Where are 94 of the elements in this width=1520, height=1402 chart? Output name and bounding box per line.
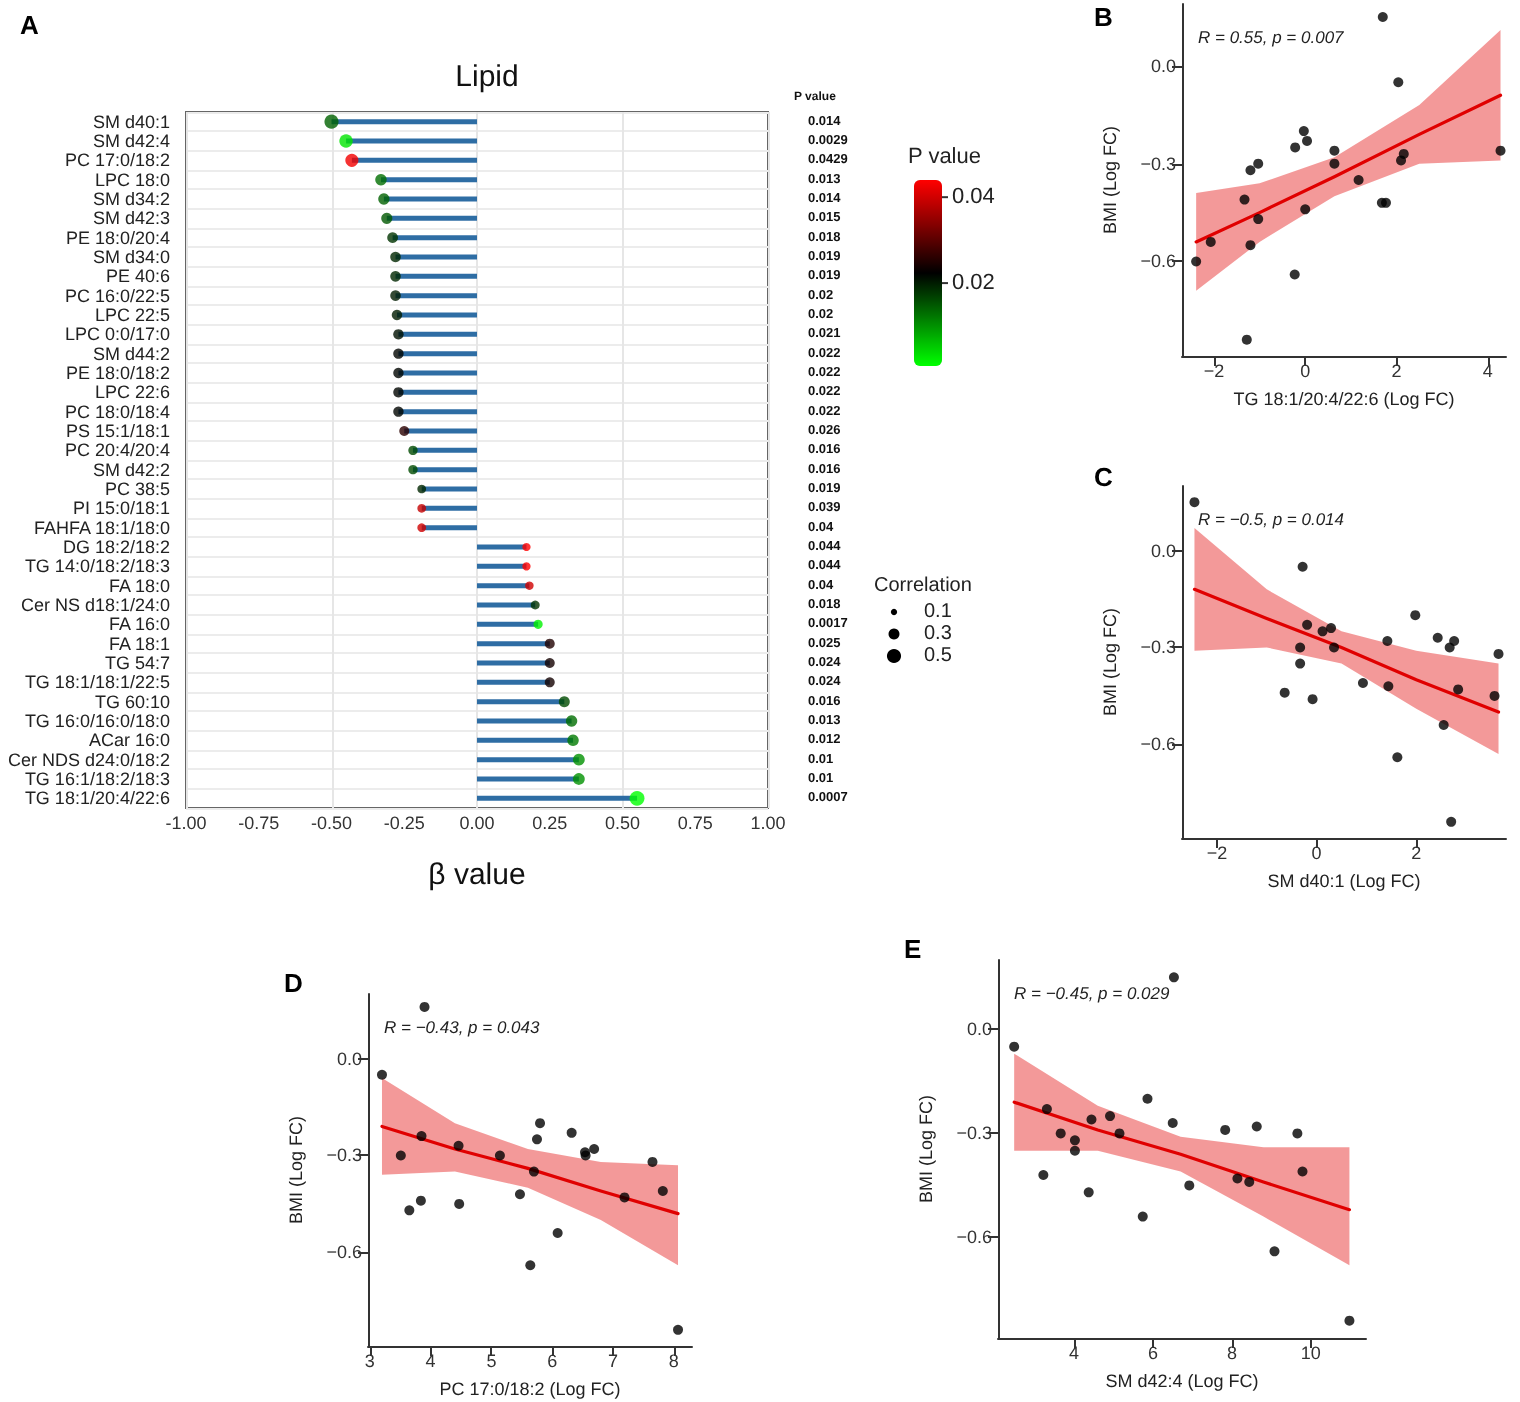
text: E bbox=[904, 934, 922, 964]
legend-title: Correlation bbox=[874, 575, 972, 597]
y-tick-label: LPC 22:6 bbox=[94, 382, 170, 403]
y-tick-label: TG 54:7 bbox=[104, 653, 170, 673]
y-axis-title: BMI (Log FC) bbox=[1099, 607, 1120, 717]
y-tick-label: PE 18:0/18:2 bbox=[65, 363, 170, 383]
y-tick-label: LPC 0:0/17:0 bbox=[64, 324, 170, 345]
x-tick-label: 0.50 bbox=[604, 813, 641, 833]
x-tick-label: -0.25 bbox=[383, 813, 425, 833]
y-tick-label: PS 15:1/18:1 bbox=[65, 421, 170, 441]
x-tick-label: 0 bbox=[1311, 843, 1322, 863]
x-tick-label: −2 bbox=[1203, 361, 1225, 381]
y-axis-title: BMI (Log FC) bbox=[285, 1115, 306, 1225]
legend-label: 0.3 bbox=[924, 623, 953, 645]
y-tick-label: TG 16:1/18:2/18:3 bbox=[24, 769, 170, 789]
y-tick-label: PE 40:6 bbox=[105, 266, 170, 287]
x-axis-title: SM d40:1 (Log FC) bbox=[1267, 870, 1421, 891]
y-tick-label: SM d34:2 bbox=[92, 189, 170, 209]
y-axis-title: BMI (Log FC) bbox=[1099, 125, 1120, 235]
y-tick-label: PC 38:5 bbox=[104, 479, 170, 499]
y-tick-label: −0.3 bbox=[1140, 637, 1176, 658]
y-tick-label: −0.6 bbox=[326, 1242, 362, 1263]
y-tick-label: TG 18:1/18:1/22:5 bbox=[24, 672, 170, 693]
y-tick-label: ACar 16:0 bbox=[88, 730, 170, 751]
annotation: R = 0.55, p = 0.007 bbox=[1198, 27, 1345, 47]
y-tick-label: SM d42:4 bbox=[92, 131, 170, 151]
y-tick-label: Cer NDS d24:0/18:2 bbox=[7, 749, 170, 770]
x-tick-label: 6 bbox=[547, 1351, 558, 1371]
legend-label: 0.5 bbox=[924, 645, 953, 667]
x-axis-title: SM d42:4 (Log FC) bbox=[1105, 1370, 1259, 1391]
chart-title: Lipid bbox=[455, 60, 519, 94]
y-tick-label: 0.0 bbox=[1150, 540, 1176, 561]
x-tick-label: 6 bbox=[1147, 1343, 1159, 1363]
x-tick-label: -0.50 bbox=[310, 813, 353, 833]
y-tick-label: −0.3 bbox=[326, 1145, 362, 1166]
y-tick-label: PC 20:4/20:4 bbox=[64, 440, 170, 461]
x-tick-label: 8 bbox=[668, 1351, 679, 1371]
x-tick-label: 0 bbox=[1300, 361, 1311, 381]
x-tick-label: −2 bbox=[1206, 843, 1228, 863]
y-tick-label: PC 18:0/18:4 bbox=[64, 401, 170, 422]
color-bar-label: 0.02 bbox=[952, 271, 995, 296]
y-tick-label: FA 16:0 bbox=[108, 614, 170, 635]
x-tick-label: 8 bbox=[1226, 1343, 1237, 1363]
color-bar-title: P value bbox=[908, 145, 981, 169]
x-axis-title: TG 18:1/20:4/22:6 (Log FC) bbox=[1233, 388, 1455, 409]
y-axis-title: BMI (Log FC) bbox=[915, 1094, 936, 1204]
y-tick-label: SM d42:3 bbox=[92, 208, 170, 229]
x-tick-label: -0.75 bbox=[238, 813, 280, 833]
x-tick-label: 4 bbox=[425, 1351, 436, 1371]
text: C bbox=[1094, 462, 1114, 492]
y-tick-label: TG 60:10 bbox=[94, 691, 170, 712]
y-tick-label: SM d42:2 bbox=[92, 459, 170, 480]
x-tick-label: 0.25 bbox=[532, 813, 568, 833]
y-tick-label: FAHFA 18:1/18:0 bbox=[33, 517, 170, 538]
y-tick-label: −0.3 bbox=[1140, 153, 1176, 174]
y-tick-label: SM d44:2 bbox=[92, 343, 170, 364]
legend-label: 0.1 bbox=[924, 601, 953, 623]
text: B bbox=[1094, 2, 1113, 32]
y-tick-label: SM d34:0 bbox=[92, 247, 170, 267]
y-tick-label: SM d40:1 bbox=[92, 111, 170, 132]
x-tick-label: -1.00 bbox=[165, 813, 207, 833]
x-axis-title: PC 17:0/18:2 (Log FC) bbox=[439, 1378, 621, 1399]
y-tick-label: PC 17:0/18:2 bbox=[64, 150, 170, 171]
y-tick-label: PE 18:0/20:4 bbox=[65, 227, 170, 248]
annotation: R = −0.5, p = 0.014 bbox=[1198, 509, 1345, 529]
y-tick-label: LPC 22:5 bbox=[94, 305, 170, 325]
x-tick-label: 4 bbox=[1069, 1343, 1080, 1363]
text: A bbox=[20, 10, 40, 40]
y-tick-label: DG 18:2/18:2 bbox=[62, 537, 170, 557]
annotation: R = −0.45, p = 0.029 bbox=[1014, 983, 1171, 1003]
y-tick-label: 0.0 bbox=[966, 1019, 992, 1040]
x-tick-label: 10 bbox=[1300, 1343, 1321, 1363]
y-tick-label: FA 18:0 bbox=[108, 575, 170, 596]
x-tick-label: 0.75 bbox=[677, 813, 713, 833]
y-tick-label: −0.6 bbox=[956, 1227, 992, 1248]
x-tick-label: 0.00 bbox=[459, 813, 495, 833]
y-tick-label: TG 14:0/18:2/18:3 bbox=[24, 556, 170, 577]
y-tick-label: TG 16:0/16:0/18:0 bbox=[24, 711, 170, 731]
y-tick-label: FA 18:1 bbox=[108, 633, 170, 654]
y-tick-label: 0.0 bbox=[1150, 55, 1176, 76]
y-tick-label: Cer NS d18:1/24:0 bbox=[20, 595, 170, 615]
y-tick-label: −0.6 bbox=[1140, 734, 1176, 755]
x-tick-label: 1.00 bbox=[750, 813, 786, 833]
y-tick-label: 0.0 bbox=[336, 1048, 362, 1069]
y-tick-label: −0.3 bbox=[956, 1123, 992, 1144]
y-tick-label: −0.6 bbox=[1140, 251, 1176, 272]
x-axis-title: β value bbox=[428, 858, 526, 892]
annotation: R = −0.43, p = 0.043 bbox=[384, 1017, 541, 1037]
y-tick-label: TG 18:1/20:4/22:6 bbox=[24, 788, 170, 809]
text: D bbox=[284, 968, 303, 998]
y-tick-label: LPC 18:0 bbox=[94, 169, 170, 190]
y-tick-label: PC 16:0/22:5 bbox=[64, 285, 170, 306]
y-tick-label: PI 15:0/18:1 bbox=[72, 498, 170, 519]
color-bar-label: 0.04 bbox=[952, 185, 995, 210]
